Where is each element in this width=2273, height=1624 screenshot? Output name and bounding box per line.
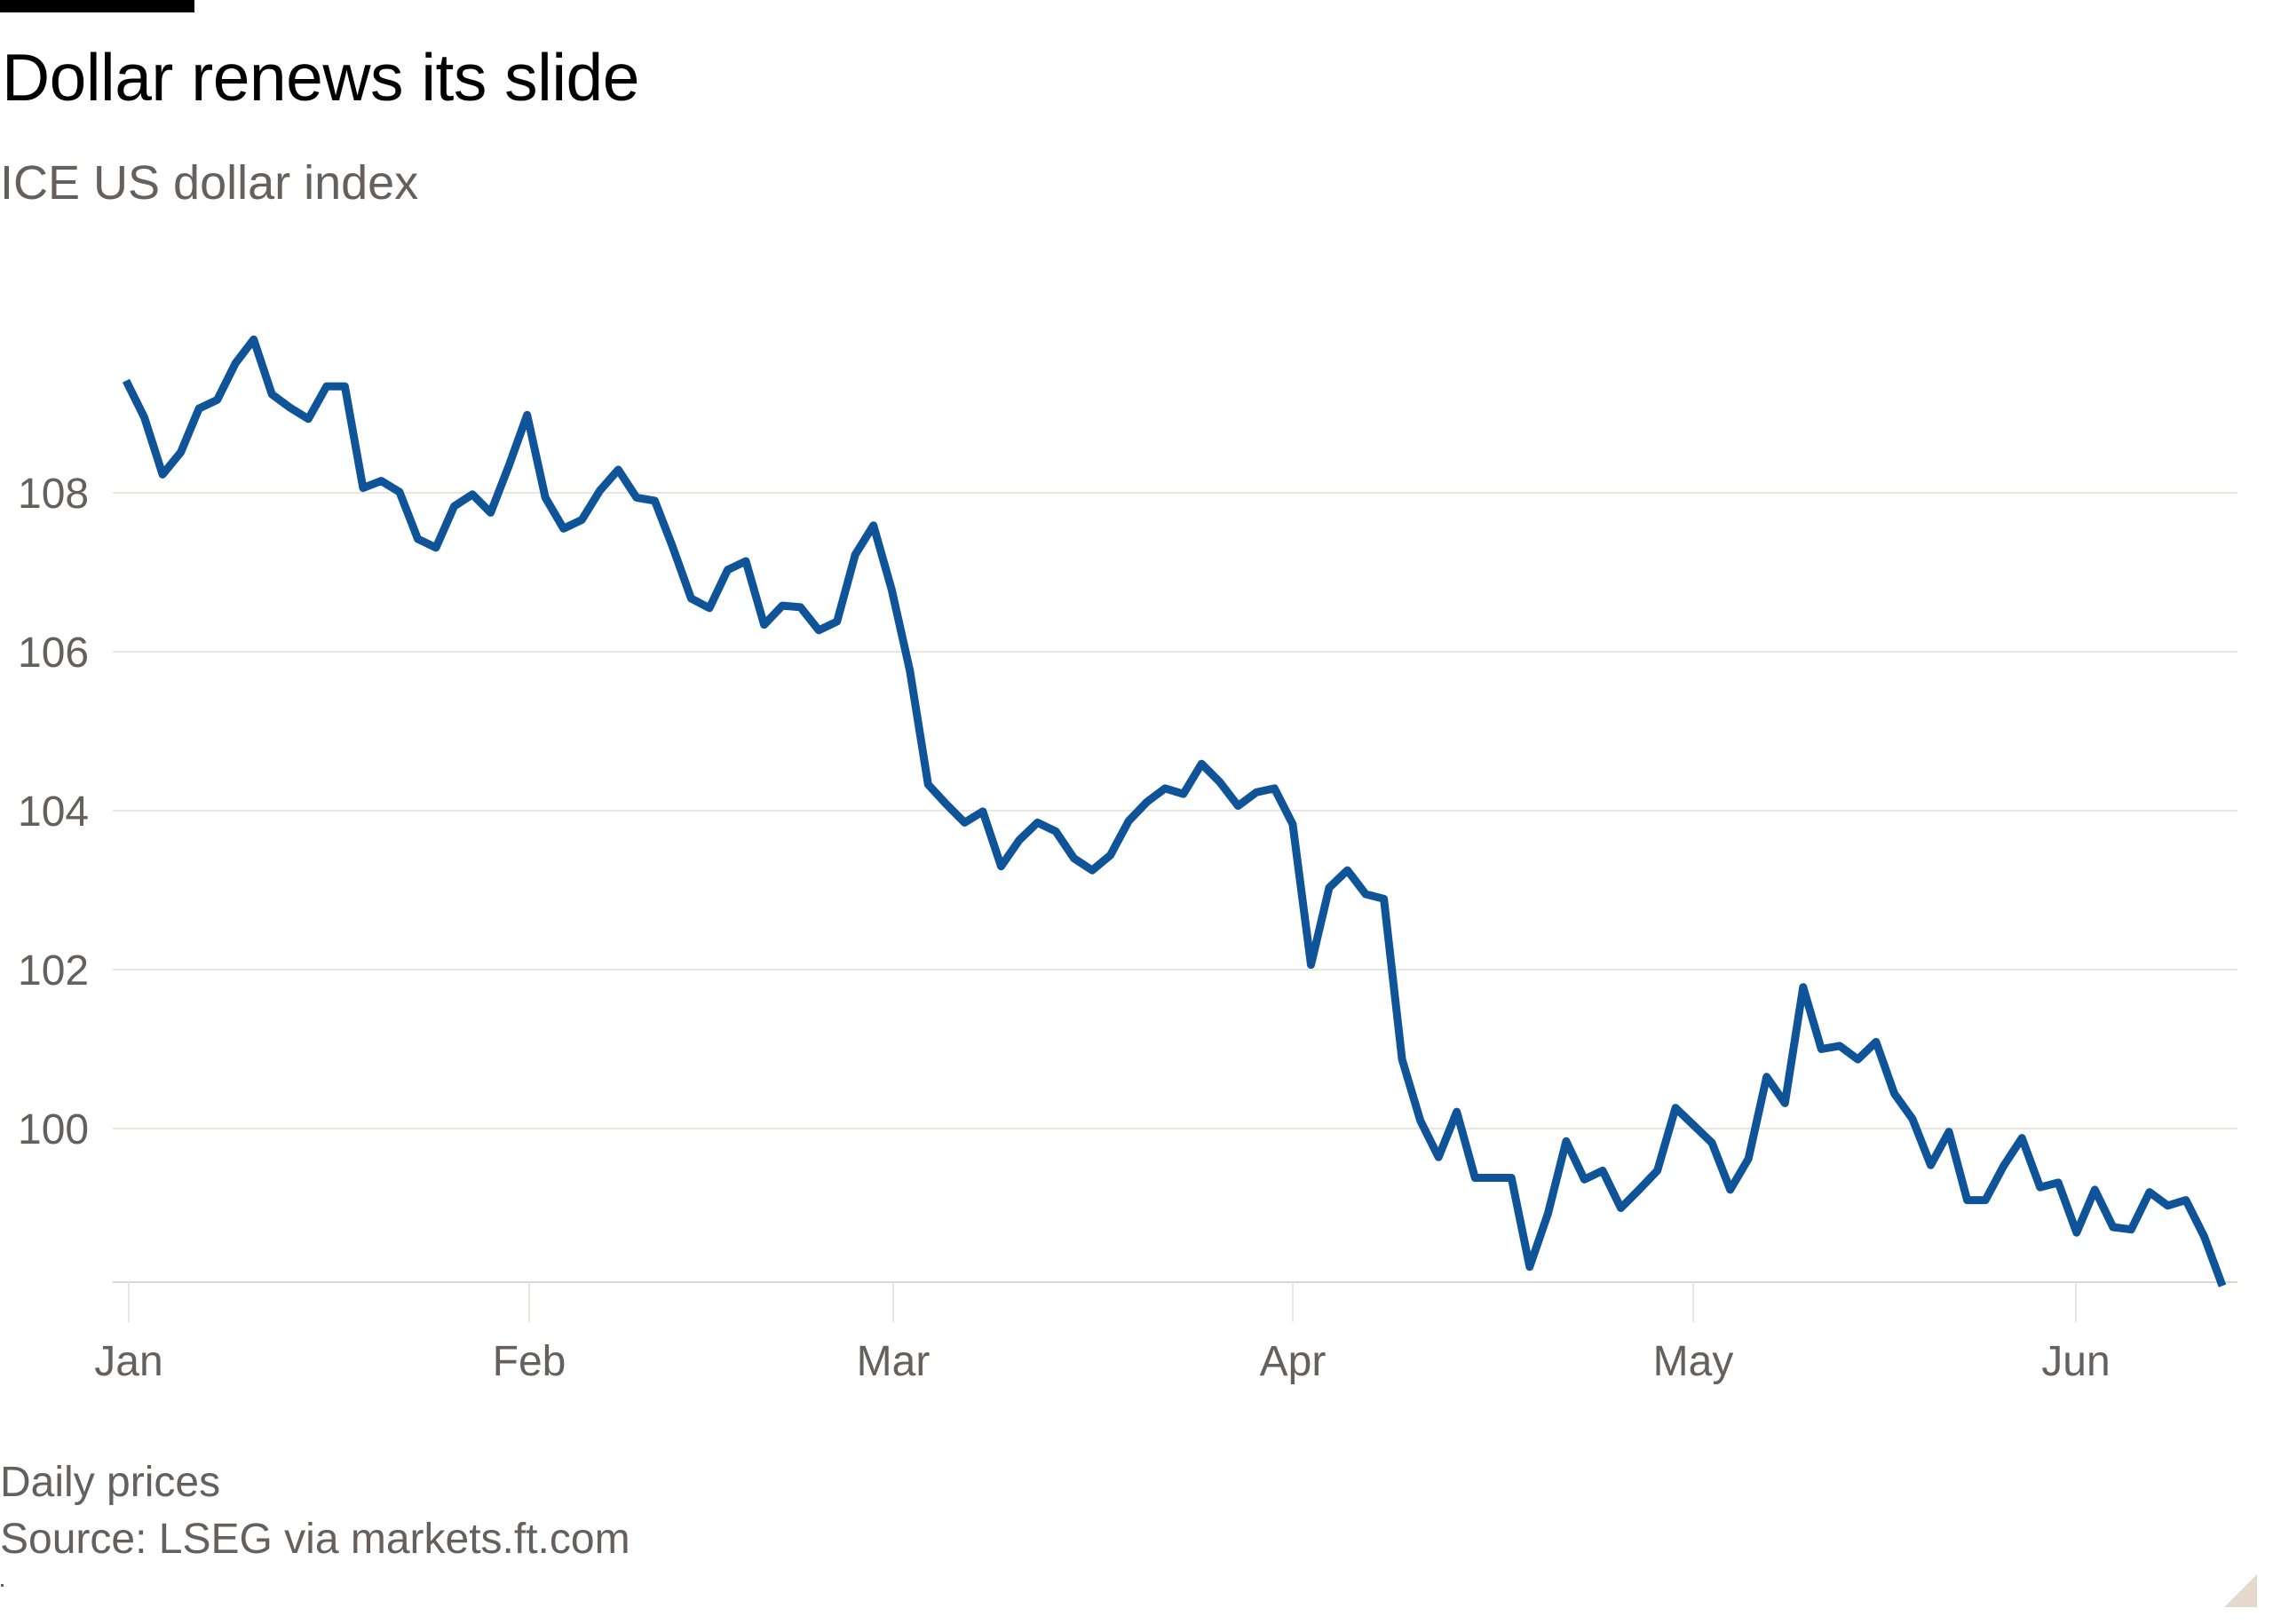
y-tick-label: 108 (18, 471, 89, 518)
x-tick-label: Mar (857, 1338, 931, 1385)
chart-subtitle: ICE US dollar index (0, 156, 419, 210)
x-tick-label: Jan (94, 1338, 162, 1385)
y-axis-labels: 100 102 104 106 108 (18, 471, 89, 1153)
accent-bar (0, 0, 194, 12)
chart-title: Dollar renews its slide (2, 40, 639, 115)
y-tick-label: 104 (18, 788, 89, 836)
footer-dot (1, 1584, 4, 1587)
chart-source: Source: LSEG via markets.ft.com (0, 1516, 630, 1563)
dollar-index-line (122, 335, 2227, 1287)
x-tick-label: Feb (493, 1338, 566, 1385)
x-tick-label: Apr (1260, 1338, 1327, 1385)
x-tick-label: May (1653, 1338, 1734, 1385)
x-axis: Jan Feb Mar Apr May Jun (94, 1281, 2237, 1385)
gridlines (113, 492, 2237, 1129)
chart-note: Daily prices (0, 1459, 221, 1506)
corner-triangle-icon (2224, 1574, 2257, 1607)
y-tick-label: 106 (18, 630, 89, 677)
y-tick-label: 100 (18, 1106, 89, 1153)
x-tick-label: Jun (2041, 1338, 2110, 1385)
y-tick-label: 102 (18, 947, 89, 994)
